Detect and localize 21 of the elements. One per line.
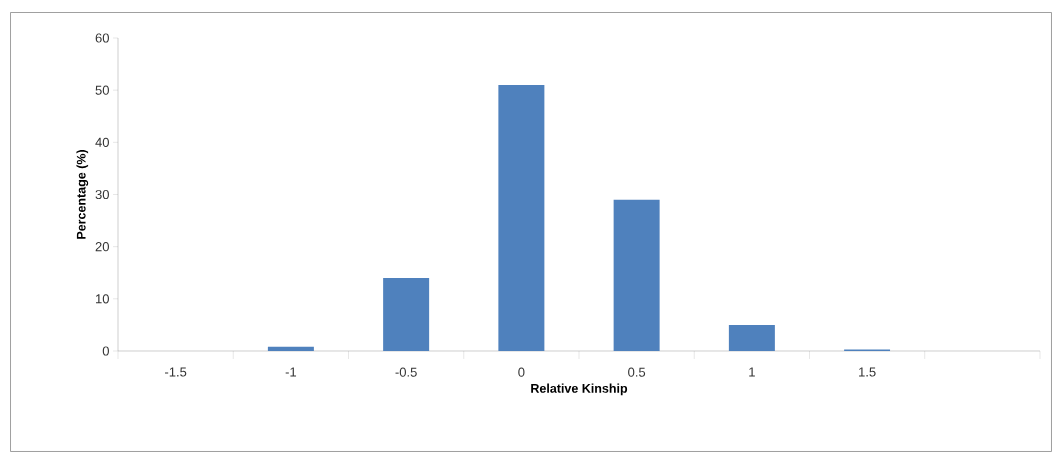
x-tick-label: 0	[518, 367, 525, 377]
bar	[613, 199, 660, 351]
x-axis-title: Relative Kinship	[531, 383, 628, 396]
x-tick-label: -1	[285, 367, 297, 377]
y-axis-title: Percentage (%)	[76, 149, 89, 239]
bar	[267, 346, 314, 351]
y-tick-label: 10	[96, 294, 109, 304]
x-tick-label: 1.5	[859, 367, 876, 377]
y-tick-label: 20	[95, 242, 109, 252]
x-tick-label: -0.5	[395, 367, 417, 377]
bar	[383, 277, 430, 351]
bar	[728, 324, 775, 351]
y-tick-label: 30	[95, 189, 109, 200]
y-tick-label: 50	[95, 85, 109, 95]
y-tick-label: 40	[95, 137, 109, 147]
y-tick-label: 60	[95, 33, 109, 43]
bar	[498, 84, 545, 351]
x-tick-label: 0.5	[628, 367, 646, 377]
x-tick-label: -1.5	[165, 367, 187, 377]
y-tick-label: 0	[102, 346, 109, 356]
x-tick-label: 1	[749, 367, 755, 377]
